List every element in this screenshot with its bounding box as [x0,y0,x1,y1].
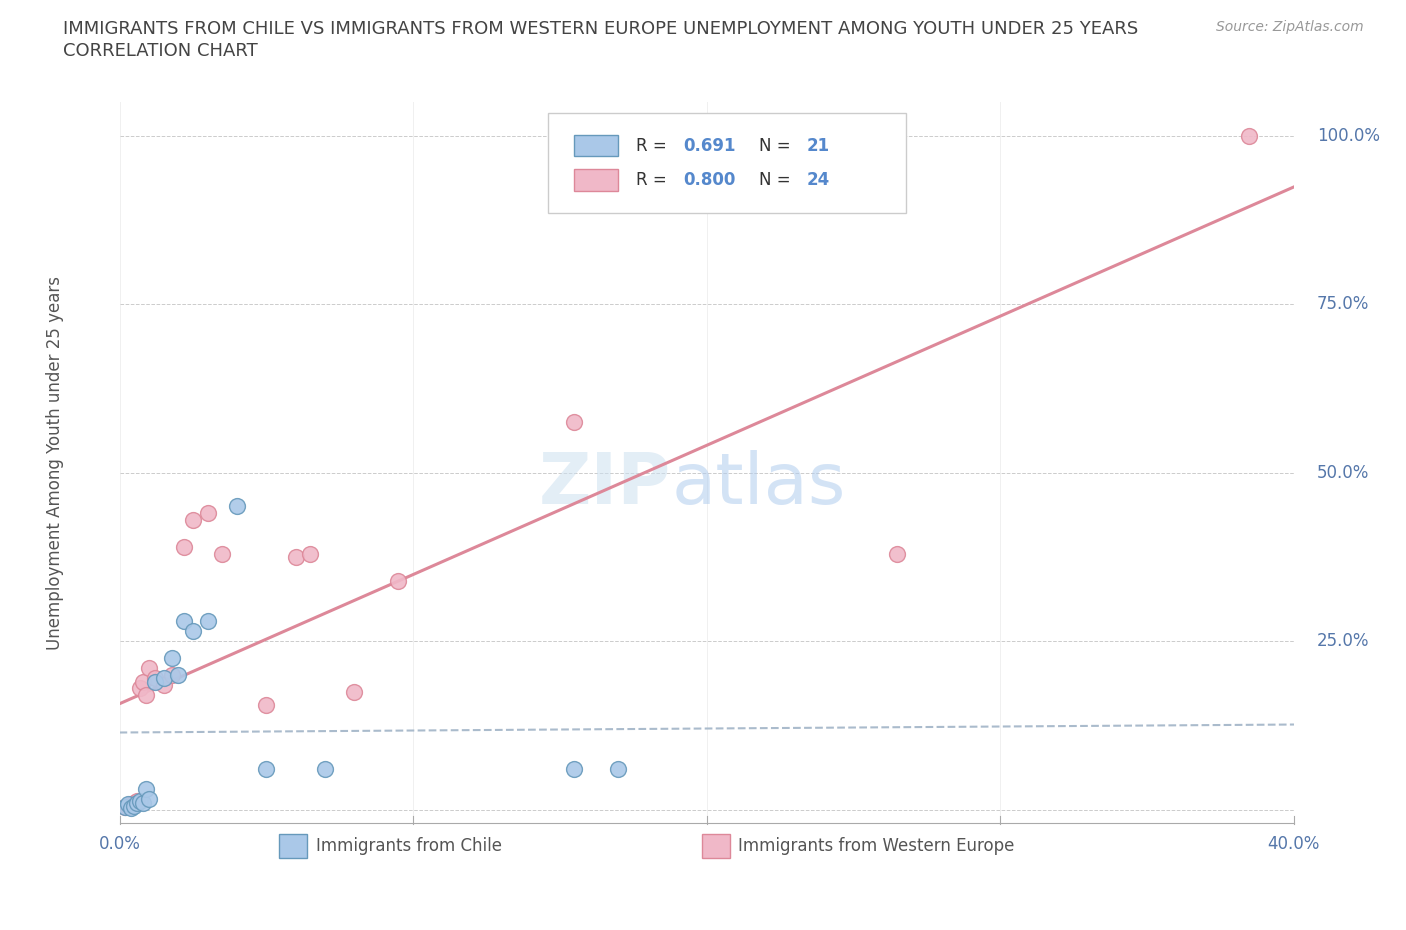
Text: atlas: atlas [671,450,845,519]
Point [127,794,149,809]
Point [129,794,152,809]
Bar [574,169,619,191]
Point [114,800,136,815]
Point [211,546,233,561]
Point [284,550,307,565]
Point [225,499,249,514]
Point [120,797,142,812]
Text: ZIP: ZIP [538,450,671,519]
Point [162,668,184,683]
Point [387,573,409,588]
Point [886,546,908,561]
Point [564,762,586,777]
Point [299,546,322,561]
Point [173,539,195,554]
Point [1239,128,1261,143]
Point [197,506,219,521]
Text: R =: R = [636,171,672,189]
Point [564,415,586,430]
Point [143,671,166,685]
Text: 0.800: 0.800 [683,171,735,189]
Point [132,795,155,810]
Point [607,762,630,777]
Point [254,762,277,777]
Point [181,624,204,639]
Text: 40.0%: 40.0% [1267,835,1320,853]
Text: Source: ZipAtlas.com: Source: ZipAtlas.com [1216,20,1364,34]
Point [181,512,204,527]
Point [117,797,139,812]
Text: Unemployment Among Youth under 25 years: Unemployment Among Youth under 25 years [46,275,63,650]
Point [120,800,142,815]
FancyBboxPatch shape [548,113,905,213]
Text: 75.0%: 75.0% [1317,296,1369,313]
Point [343,684,366,699]
Text: 25.0%: 25.0% [1317,632,1369,650]
Text: 0.691: 0.691 [683,137,735,154]
Text: N =: N = [759,137,796,154]
Text: 21: 21 [806,137,830,154]
Text: N =: N = [759,171,796,189]
Point [117,798,139,813]
Point [162,651,184,666]
Point [152,671,174,685]
Text: IMMIGRANTS FROM CHILE VS IMMIGRANTS FROM WESTERN EUROPE UNEMPLOYMENT AMONG YOUTH: IMMIGRANTS FROM CHILE VS IMMIGRANTS FROM… [63,20,1139,38]
Point [173,614,195,629]
Text: 50.0%: 50.0% [1317,464,1369,482]
Point [314,762,336,777]
Text: 24: 24 [806,171,830,189]
Text: CORRELATION CHART: CORRELATION CHART [63,42,259,60]
Text: R =: R = [636,137,672,154]
Point [127,795,149,810]
Point [135,782,157,797]
Point [138,660,160,675]
Text: 100.0%: 100.0% [1317,127,1381,145]
Point [114,800,136,815]
Point [152,678,174,693]
Point [138,792,160,807]
Point [135,687,157,702]
Point [254,698,277,712]
Point [167,668,190,683]
Point [197,614,219,629]
Point [122,795,145,810]
Bar [574,135,619,156]
Point [143,674,166,689]
Text: 0.0%: 0.0% [98,835,141,853]
Point [129,681,152,696]
Point [122,798,145,813]
Point [132,674,155,689]
Text: Immigrants from Chile: Immigrants from Chile [316,837,502,856]
Text: Immigrants from Western Europe: Immigrants from Western Europe [738,837,1015,856]
